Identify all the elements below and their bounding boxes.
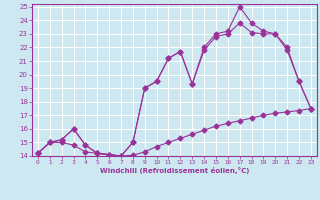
X-axis label: Windchill (Refroidissement éolien,°C): Windchill (Refroidissement éolien,°C) <box>100 167 249 174</box>
